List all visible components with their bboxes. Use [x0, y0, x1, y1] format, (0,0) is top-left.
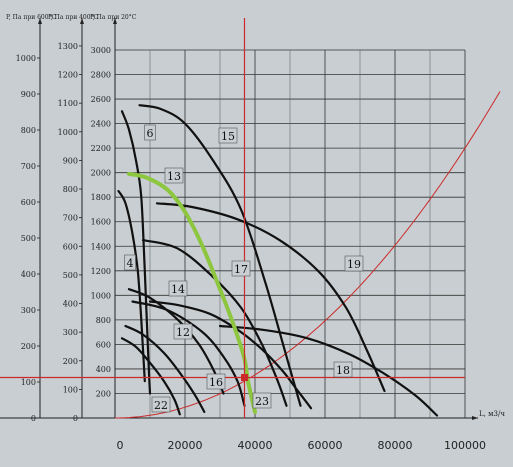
fan-curve-4 [117, 190, 146, 383]
tick-label-400: 300 [63, 328, 78, 337]
tick-label-20: 1600 [91, 218, 111, 227]
curve-label-23: 23 [255, 395, 269, 408]
curve-label-box [333, 361, 353, 378]
tick-label-600: 1000 [16, 54, 36, 63]
tick-label-20: 3000 [91, 46, 111, 55]
tick-label-400: 1100 [58, 99, 78, 108]
curve-label-18: 18 [336, 364, 350, 377]
x-axis-arrow [472, 416, 478, 420]
tick-label-20: 2200 [91, 144, 111, 153]
tick-label-400: 1300 [58, 42, 78, 51]
curve-label-4: 4 [127, 257, 134, 270]
curve-label-19: 19 [347, 258, 361, 271]
x-tick-label: 60000 [308, 439, 343, 452]
curve-label-box [168, 280, 188, 297]
y-axis-arrow [38, 18, 42, 24]
y-header-400: P, Па при 400°C [48, 14, 99, 21]
tick-label-20: 1200 [91, 267, 111, 276]
tick-label-400: 900 [63, 156, 78, 165]
curve-label-box [231, 260, 251, 277]
tick-label-20: 1400 [91, 242, 111, 251]
fan-curve-17 [141, 239, 288, 407]
curve-label-box [164, 167, 184, 184]
tick-label-400: 100 [63, 385, 78, 394]
tick-label-20: 200 [96, 389, 111, 398]
tick-label-400: 1000 [58, 128, 78, 137]
tick-label-20: 2800 [91, 71, 111, 80]
curve-label-box [218, 127, 238, 144]
tick-label-20: 2600 [91, 95, 111, 104]
tick-label-20: 800 [96, 316, 111, 325]
curve-label-box [173, 323, 193, 340]
tick-label-600: 400 [21, 270, 36, 279]
tick-label-600: 500 [21, 234, 36, 243]
tick-label-20: 1800 [91, 193, 111, 202]
fan-curve-23 [148, 300, 313, 410]
x-tick-label: 100000 [444, 439, 486, 452]
y-axis-arrow [113, 18, 117, 24]
fan-curve-18 [218, 324, 439, 417]
tick-labels: 0 100 200 300 400 500 600 700 800 900 1000 0 100 200 3… [16, 42, 486, 452]
x-tick-label: 20000 [168, 439, 203, 452]
tick-label-400: 1200 [58, 71, 78, 80]
y-header-20: P, Па при 20°C [90, 14, 137, 21]
curve-label-17: 17 [234, 263, 248, 276]
fan-curve-15 [138, 104, 302, 407]
tick-label-20: 1000 [91, 291, 111, 300]
curve-labels: 6 4 22 12 14 16 17 15 23 19 18 13 [124, 124, 364, 413]
y-axis-arrow [80, 18, 84, 24]
tick-label-600: 700 [21, 162, 36, 171]
curve-label-box [206, 373, 226, 390]
tick-label-600: 800 [21, 126, 36, 135]
x-tick-label: 40000 [238, 439, 273, 452]
curve-label-box [151, 396, 171, 413]
tick-label-400: 500 [63, 271, 78, 280]
tick-label-600: 100 [21, 378, 36, 387]
tick-label-400: 800 [63, 185, 78, 194]
curve-label-box [344, 255, 364, 272]
fan-curve-13 [127, 171, 257, 414]
operating-point-marker [241, 374, 248, 382]
tick-label-20: 2000 [91, 169, 111, 178]
tick-label-400: 400 [63, 300, 78, 309]
curve-label-box [124, 254, 136, 271]
tick-label-20: 600 [96, 340, 111, 349]
fan-curve-6 [120, 110, 152, 395]
curve-label-box [144, 124, 156, 141]
tick-label-600: 200 [21, 342, 36, 351]
operating-point-group [0, 18, 465, 418]
curve-label-22: 22 [154, 399, 168, 412]
fan-curve-22 [120, 337, 181, 416]
x-tick-label: 0 [117, 439, 124, 452]
x-axis-label: L, м3/ч [479, 410, 505, 418]
tick-label-600: 0 [31, 414, 36, 423]
curve-label-14: 14 [171, 283, 185, 296]
tick-label-400: 600 [63, 242, 78, 251]
tick-label-400: 200 [63, 357, 78, 366]
tick-label-600: 900 [21, 90, 36, 99]
curve-label-box [252, 392, 272, 409]
tick-label-20: 400 [96, 365, 111, 374]
fan-curve-19 [155, 202, 386, 393]
x-tick-label: 80000 [378, 439, 413, 452]
tick-label-400: 0 [73, 414, 78, 423]
tick-label-600: 300 [21, 306, 36, 315]
curve-label-15: 15 [221, 130, 235, 143]
tick-label-400: 700 [63, 214, 78, 223]
curve-label-12: 12 [176, 326, 190, 339]
tick-label-600: 600 [21, 198, 36, 207]
tick-label-20: 2400 [91, 120, 111, 129]
curve-label-13: 13 [167, 170, 181, 183]
curve-label-6: 6 [147, 127, 154, 140]
fan-curve-16 [131, 300, 246, 407]
fan-curves [117, 104, 439, 417]
y-header-600: P, Па при 600°C [6, 14, 57, 21]
fan-curve-12 [124, 324, 206, 413]
curve-label-16: 16 [209, 376, 223, 389]
